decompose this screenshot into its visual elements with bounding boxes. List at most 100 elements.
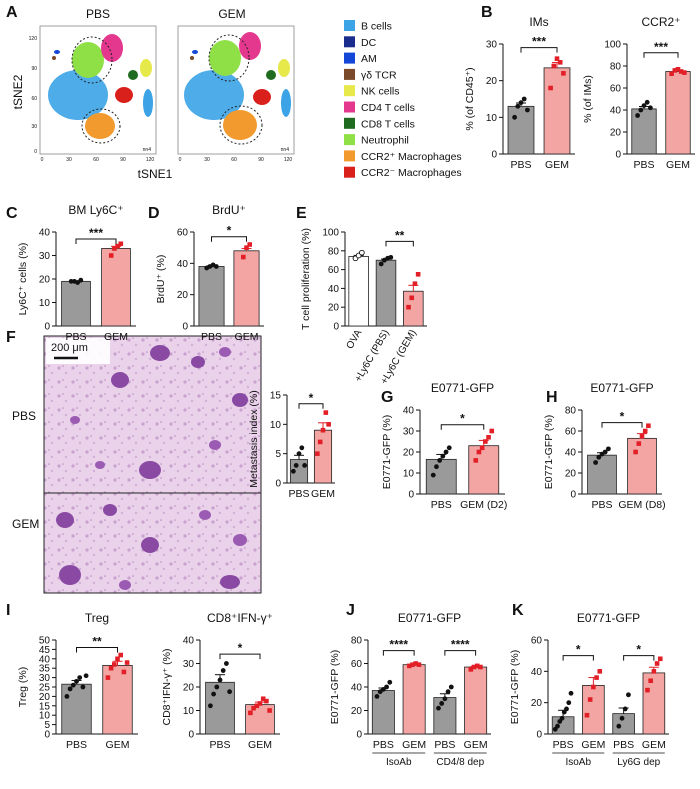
y-tick-label: 0 — [536, 730, 542, 741]
x-tick-label: GEM — [402, 739, 426, 751]
data-point — [564, 706, 569, 712]
x-tick-label: PBS — [66, 739, 87, 751]
bar — [627, 437, 657, 495]
x-tick-label: GEM — [106, 739, 130, 751]
y-tick-label: 25 — [39, 683, 51, 694]
bar — [507, 105, 535, 155]
x-tick-label: GEM (D8) — [618, 499, 665, 511]
group-label: IsoAb — [386, 757, 412, 768]
chart-ccr2: CCR2⁺ 0 20 40 60 80 100 % (of IMs) PBS GEM *** — [582, 15, 695, 171]
bar — [543, 67, 571, 155]
legend-label: CCR2⁺ Macrophages — [361, 151, 462, 163]
significance-bracket — [382, 650, 415, 656]
y-axis-label: E0771-GFP (%) — [543, 415, 555, 490]
y-tick-label: 40 — [565, 448, 577, 459]
data-point — [267, 708, 272, 713]
data-point — [551, 63, 557, 69]
chart-tcell: E 0 20 40 60 80 100 T cell proliferation (%) OVA… — [296, 205, 427, 386]
data-point — [479, 445, 485, 451]
data-point — [486, 435, 491, 440]
data-point — [315, 451, 320, 456]
data-point — [591, 684, 596, 690]
legend-label: NK cells — [361, 86, 400, 98]
tsne-title-gem: GEM — [218, 7, 245, 21]
data-point — [445, 689, 451, 695]
bar — [402, 664, 426, 735]
significance-label: * — [576, 643, 581, 657]
legend-label: B cells — [361, 21, 392, 33]
data-point — [619, 715, 625, 721]
data-point — [105, 675, 111, 680]
tsne-plot-pbs: nn4 — [39, 25, 157, 155]
data-point — [434, 464, 439, 470]
y-tick-label: 40 — [328, 284, 340, 295]
tsne-xtick: 120 — [146, 157, 155, 163]
tsne-plot-gem: nn4 — [177, 25, 295, 155]
data-point — [648, 678, 653, 684]
y-tick-label: 0 — [408, 490, 414, 501]
data-point — [118, 241, 124, 247]
data-point — [211, 691, 217, 697]
histology-image-gem — [43, 492, 262, 594]
legend-label: AM — [361, 53, 377, 65]
y-tick-label: 5 — [275, 449, 281, 460]
legend-swatch — [344, 85, 355, 97]
data-point — [669, 71, 674, 76]
y-axis-label: E0771-GFP (%) — [509, 650, 521, 725]
bar — [468, 445, 500, 495]
chart-title: E0771-GFP — [590, 381, 653, 395]
data-point — [254, 703, 260, 709]
legend-swatch — [344, 134, 355, 146]
data-point — [568, 690, 574, 696]
data-point — [483, 439, 488, 444]
bar — [665, 71, 691, 155]
svg-text:nn4: nn4 — [281, 147, 290, 153]
data-point — [476, 449, 482, 455]
scale-bar-box — [46, 338, 110, 364]
y-tick-label: 60 — [531, 636, 543, 647]
data-point — [593, 460, 598, 465]
data-point — [248, 710, 253, 716]
data-point — [518, 100, 524, 106]
histology-row-label-gem: GEM — [12, 517, 39, 531]
data-point — [124, 660, 130, 665]
y-tick-label: 60 — [351, 659, 363, 670]
data-point — [561, 71, 566, 76]
bar — [101, 248, 131, 327]
y-tick-label: 10 — [270, 420, 282, 431]
y-tick-label: 80 — [565, 406, 577, 417]
data-point — [675, 67, 681, 72]
data-point — [108, 665, 114, 671]
significance-bracket — [440, 424, 485, 430]
y-axis-label: E0771-GFP (%) — [329, 650, 341, 725]
data-point — [442, 696, 448, 702]
y-tick-label: 40 — [39, 228, 51, 239]
y-tick-label: 40 — [610, 106, 622, 117]
y-tick-label: 30 — [39, 673, 51, 684]
significance-label: * — [620, 410, 625, 424]
bar — [375, 259, 397, 327]
y-tick-label: 35 — [39, 664, 51, 675]
svg-text:nn4: nn4 — [143, 147, 152, 153]
chart-d2: G E0771-GFP 0 10 20 30 40 E0771-GFP (%) PBS GEM (… — [381, 381, 507, 511]
tsne-ytick: 30 — [31, 124, 37, 130]
data-point — [473, 458, 479, 463]
y-axis-label: BrdU⁺ (%) — [155, 255, 167, 304]
significance-label: ** — [395, 228, 405, 242]
data-point — [672, 68, 678, 73]
data-point — [587, 697, 593, 702]
x-tick-label: PBS — [434, 739, 455, 751]
legend-swatch — [344, 36, 355, 48]
chart-title: IMs — [529, 15, 548, 29]
data-point — [521, 96, 527, 102]
data-point — [559, 715, 565, 721]
data-point — [616, 723, 622, 729]
chart-cd8: CD8⁺IFN-γ⁺ 0 10 20 30 40 CD8⁺IFN-γ⁺ (%) PBS GEM * — [161, 611, 280, 751]
data-point — [639, 433, 645, 439]
significance-label: * — [309, 391, 314, 405]
panel-letter: B — [481, 4, 493, 21]
x-tick-label: PBS — [201, 331, 222, 343]
y-axis-label: Metastasis index (%) — [248, 390, 260, 487]
x-tick-label: PBS — [209, 739, 230, 751]
tsne-title-pbs: PBS — [86, 7, 110, 21]
